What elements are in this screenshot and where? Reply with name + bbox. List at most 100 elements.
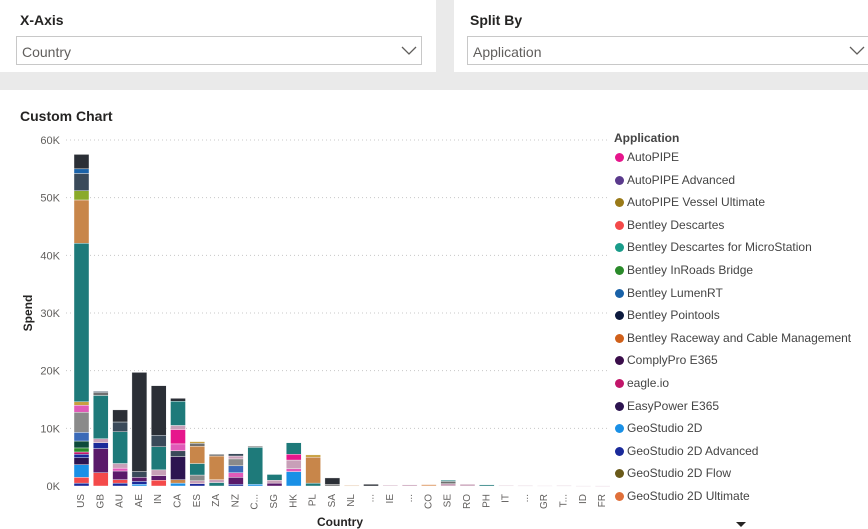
bar-segment[interactable] (479, 484, 495, 487)
bar-segment[interactable] (594, 485, 610, 487)
split-by-dropdown[interactable]: Application (467, 36, 868, 65)
bar-segment[interactable] (189, 483, 206, 487)
bar-segment[interactable] (440, 480, 456, 482)
bar-segment[interactable] (112, 479, 128, 484)
bar-segment[interactable] (228, 477, 244, 485)
bar-segment[interactable] (150, 446, 167, 471)
bar-segment[interactable] (459, 484, 476, 487)
bar-segment[interactable] (112, 463, 128, 469)
legend-item[interactable]: Bentley Descartes for MicroStation (614, 237, 868, 260)
bar-segment[interactable] (208, 454, 225, 457)
legend-item[interactable]: eagle.io (614, 373, 868, 396)
legend-item[interactable]: GeoStudio 2D Advanced (614, 441, 868, 464)
bar-segment[interactable] (170, 450, 186, 457)
bar-segment[interactable] (73, 477, 90, 484)
bar-segment[interactable] (112, 470, 128, 480)
bar-segment[interactable] (575, 485, 591, 487)
legend-item[interactable]: GeoStudio 2D Flow (614, 463, 868, 486)
bar-segment[interactable] (73, 447, 90, 453)
bar-segment[interactable] (266, 474, 283, 481)
bar-segment[interactable] (93, 391, 109, 393)
bar-segment[interactable] (208, 479, 225, 483)
bar-segment[interactable] (131, 471, 148, 478)
bar-segment[interactable] (73, 243, 90, 403)
bar-segment[interactable] (150, 480, 167, 487)
bar-segment[interactable] (112, 421, 128, 432)
legend-item[interactable]: Bentley InRoads Bridge (614, 260, 868, 283)
bar-segment[interactable] (73, 411, 90, 433)
bar-segment[interactable] (73, 199, 90, 244)
legend-item[interactable]: GeoStudio 2D (614, 418, 868, 441)
bar-segment[interactable] (228, 455, 244, 460)
bar-segment[interactable] (170, 425, 186, 430)
bar-segment[interactable] (266, 482, 283, 487)
bar-segment[interactable] (305, 454, 321, 458)
bar-segment[interactable] (73, 173, 90, 191)
bar-segment[interactable] (112, 409, 128, 423)
bar-segment[interactable] (131, 477, 148, 482)
bar-segment[interactable] (247, 446, 263, 448)
bar-segment[interactable] (112, 467, 128, 472)
bar-segment[interactable] (440, 483, 456, 487)
bar-segment[interactable] (363, 484, 379, 487)
bar-segment[interactable] (73, 482, 90, 487)
bar-segment[interactable] (189, 446, 206, 464)
bar-segment[interactable] (170, 479, 186, 484)
bar-segment[interactable] (73, 440, 90, 449)
bar-segment[interactable] (170, 429, 186, 445)
bar-segment[interactable] (344, 485, 360, 487)
legend-item[interactable]: Bentley Raceway and Cable Management (614, 328, 868, 351)
bar-segment[interactable] (421, 484, 437, 487)
bar-segment[interactable] (73, 457, 90, 465)
bar-segment[interactable] (228, 484, 244, 487)
bar-segment[interactable] (324, 477, 341, 485)
bar-segment[interactable] (228, 453, 244, 457)
bar-segment[interactable] (228, 472, 244, 478)
bar-segment[interactable] (189, 480, 206, 484)
bar-segment[interactable] (189, 463, 206, 476)
bar-segment[interactable] (131, 372, 148, 472)
legend-item[interactable]: AutoPIPE Vessel Ultimate (614, 192, 868, 215)
bar-segment[interactable] (208, 455, 225, 480)
bar-segment[interactable] (73, 190, 90, 201)
bar-segment[interactable] (286, 442, 302, 455)
bar-segment[interactable] (170, 401, 186, 426)
legend-item[interactable]: AutoPIPE (614, 147, 868, 170)
bar-segment[interactable] (266, 480, 283, 484)
bar-segment[interactable] (73, 454, 90, 458)
bar-segment[interactable] (131, 481, 148, 485)
bar-segment[interactable] (73, 405, 90, 413)
bar-segment[interactable] (537, 485, 553, 487)
bar-segment[interactable] (286, 468, 302, 472)
bar-segment[interactable] (131, 484, 148, 487)
bar-segment[interactable] (93, 392, 109, 396)
legend-item[interactable]: Bentley Descartes (614, 215, 868, 238)
bar-segment[interactable] (93, 448, 109, 473)
legend-scroll-down-icon[interactable] (736, 522, 746, 527)
legend-item[interactable]: AutoPIPE Advanced (614, 170, 868, 193)
legend-item[interactable]: Bentley LumenRT (614, 283, 868, 306)
legend-item[interactable]: ComplyPro E365 (614, 350, 868, 373)
bar-segment[interactable] (73, 432, 90, 442)
bar-segment[interactable] (189, 441, 206, 444)
bar-segment[interactable] (93, 472, 109, 487)
bar-segment[interactable] (73, 464, 90, 478)
bar-segment[interactable] (150, 469, 167, 476)
legend-item[interactable]: GeoStudio 2D Ultimate (614, 486, 868, 509)
bar-segment[interactable] (170, 456, 186, 480)
bar-segment[interactable] (73, 451, 90, 455)
legend-item[interactable]: Bentley Pointools (614, 305, 868, 328)
bar-segment[interactable] (93, 442, 109, 449)
bar-segment[interactable] (286, 459, 302, 469)
bar-segment[interactable] (150, 385, 167, 436)
bar-segment[interactable] (93, 395, 109, 439)
bar-segment[interactable] (228, 465, 244, 473)
bar-segment[interactable] (556, 485, 572, 487)
bar-segment[interactable] (208, 482, 225, 487)
bar-segment[interactable] (305, 456, 321, 484)
bar-segment[interactable] (170, 398, 186, 402)
bar-segment[interactable] (170, 443, 186, 452)
bar-segment[interactable] (517, 485, 534, 487)
bar-segment[interactable] (189, 443, 206, 447)
bar-segment[interactable] (228, 458, 244, 467)
